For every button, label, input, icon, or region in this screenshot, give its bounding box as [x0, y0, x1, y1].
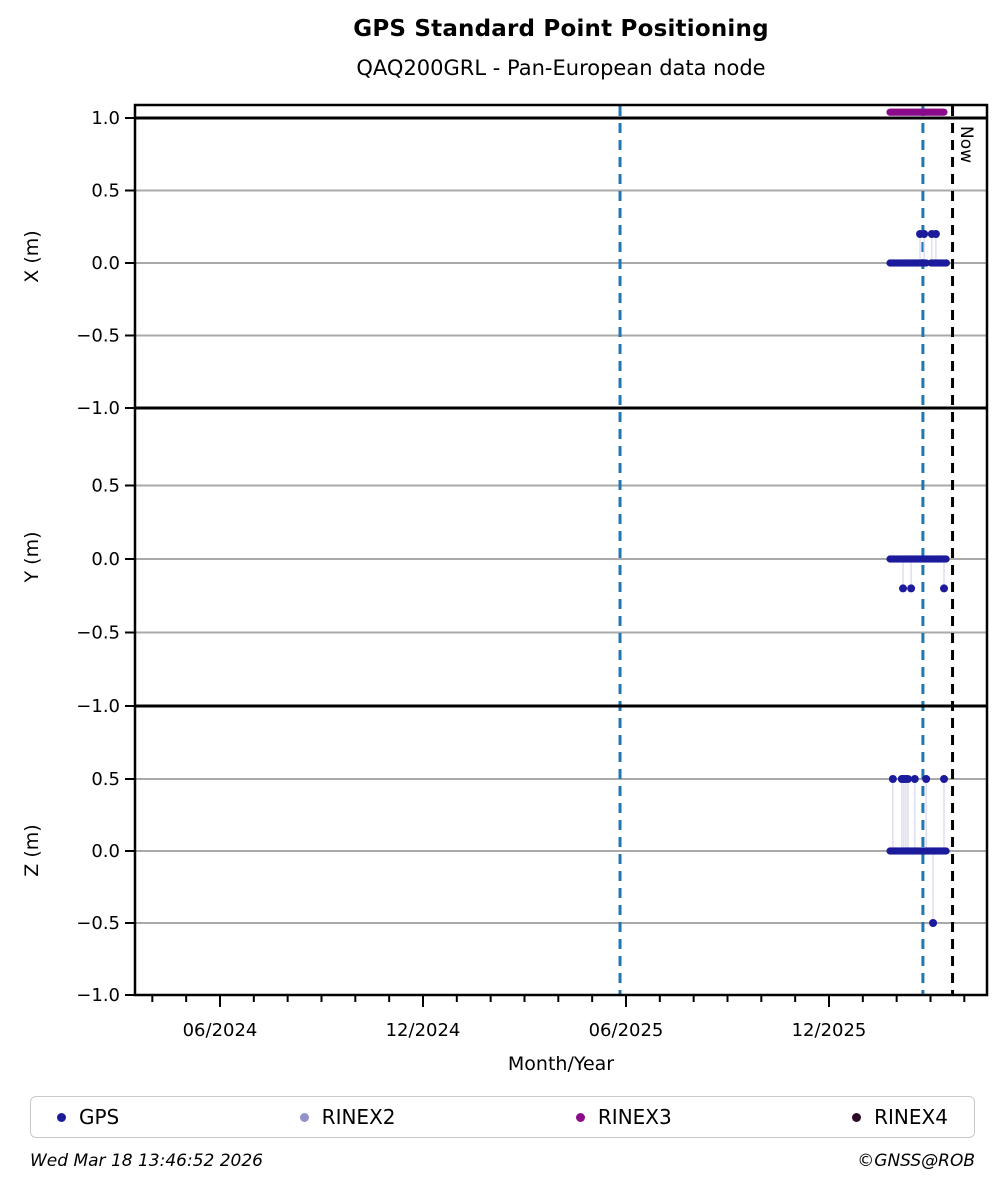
- gps-data-point: [942, 259, 951, 267]
- legend-label-rinex3: RINEX3: [597, 1105, 672, 1129]
- rinex3-marker-icon: [575, 1112, 585, 1122]
- gps-outlier-point: [940, 775, 949, 783]
- y-axis-label: Y (m): [21, 532, 43, 584]
- gps-outlier-point: [910, 775, 919, 783]
- rinex2-marker-icon: [299, 1112, 309, 1122]
- gps-outlier-point: [907, 584, 916, 593]
- legend: GPS RINEX2 RINEX3 RINEX4: [30, 1096, 975, 1138]
- legend-item-rinex2: RINEX2: [299, 1105, 396, 1129]
- gps-data-point: [942, 847, 950, 855]
- y-tick-label: −1.0: [76, 398, 120, 419]
- gps-outlier-point: [922, 775, 931, 783]
- x-axis-label: Month/Year: [508, 1053, 614, 1075]
- y-tick-label: 0.5: [91, 476, 120, 497]
- y-tick-label: 0.0: [91, 549, 120, 570]
- gps-marker-icon: [57, 1112, 66, 1122]
- x-tick-label: 12/2025: [792, 1020, 867, 1041]
- legend-item-gps: GPS: [57, 1105, 119, 1129]
- y-tick-label: −0.5: [76, 623, 120, 644]
- chart-title: GPS Standard Point Positioning: [353, 16, 769, 42]
- chart-subtitle: QAQ200GRL - Pan-European data node: [356, 56, 766, 80]
- y-axis-label: Z (m): [21, 824, 43, 876]
- legend-label-rinex4: RINEX4: [874, 1105, 948, 1129]
- gps-outlier-point: [899, 584, 908, 593]
- legend-label-gps: GPS: [79, 1105, 120, 1129]
- plot-frame: [133, 103, 989, 997]
- legend-item-rinex3: RINEX3: [575, 1105, 672, 1129]
- y-tick-label: −1.0: [76, 985, 120, 1006]
- gps-outlier-point: [929, 919, 938, 927]
- y-tick-label: 0.5: [91, 181, 120, 202]
- gps-outlier-point: [920, 230, 929, 238]
- now-label: Now: [956, 126, 976, 163]
- legend-item-rinex4: RINEX4: [852, 1105, 948, 1129]
- rinex4-marker-icon: [852, 1112, 862, 1122]
- y-tick-label: 0.0: [91, 253, 120, 274]
- position-time-series-chart: Now 06/2024 12/2024 06/2025 12/2025 Month/Yea…: [21, 103, 989, 1075]
- gps-outlier-point: [931, 230, 940, 238]
- gps-outlier-point: [903, 775, 912, 783]
- y-tick-label: −0.5: [76, 326, 120, 347]
- x-tick-label: 06/2024: [183, 1020, 258, 1041]
- gps-outlier-point: [888, 775, 897, 783]
- x-tick-label: 12/2024: [386, 1020, 461, 1041]
- y-tick-label: 0.5: [91, 769, 120, 790]
- credit: ©GNSS@ROB: [857, 1151, 975, 1171]
- gps-outlier-point: [940, 584, 949, 593]
- y-axis-label: X (m): [21, 230, 43, 282]
- plot-timestamp: Wed Mar 18 13:46:52 2026: [30, 1151, 263, 1171]
- legend-label-rinex2: RINEX2: [321, 1105, 396, 1129]
- gps-data-point: [942, 555, 950, 563]
- y-tick-label: 1.0: [91, 108, 120, 129]
- y-tick-label: 0.0: [91, 841, 120, 862]
- x-tick-label: 06/2025: [589, 1020, 664, 1041]
- y-tick-label: −1.0: [76, 696, 120, 717]
- y-tick-label: −0.5: [76, 913, 120, 934]
- rinex3-data-point: [940, 108, 948, 116]
